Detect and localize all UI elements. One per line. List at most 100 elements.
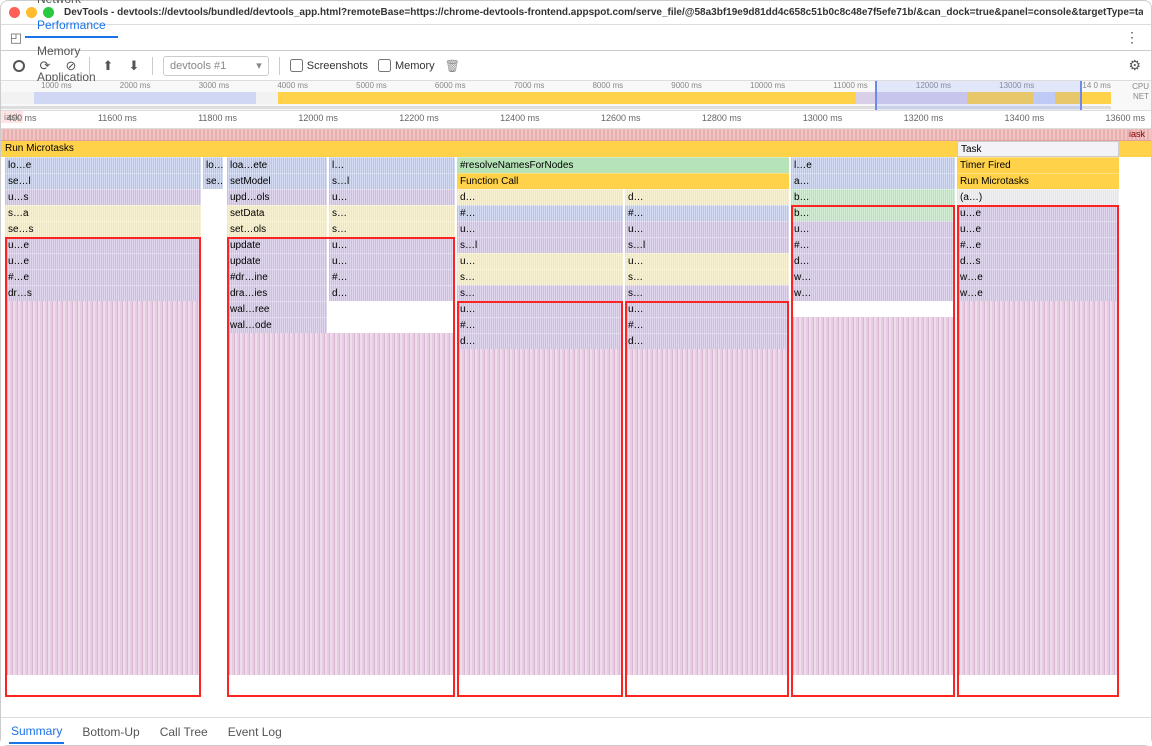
- upload-icon[interactable]: ⬆: [100, 58, 116, 74]
- flame-frame[interactable]: u…e: [957, 205, 1119, 221]
- flame-deep-stack[interactable]: [227, 333, 455, 675]
- flame-frame[interactable]: d…: [457, 333, 623, 349]
- flame-frame[interactable]: #dr…ine: [227, 269, 327, 285]
- flame-frame[interactable]: w…: [791, 285, 955, 301]
- screenshots-checkbox[interactable]: Screenshots: [290, 59, 368, 72]
- tab-performance[interactable]: Performance: [25, 12, 118, 38]
- flame-frame[interactable]: set…ols: [227, 221, 327, 237]
- flame-frame[interactable]: w…e: [957, 269, 1119, 285]
- flame-frame[interactable]: #…e: [5, 269, 201, 285]
- flame-frame[interactable]: wal…ree: [227, 301, 327, 317]
- flame-frame[interactable]: s…: [329, 221, 455, 237]
- resolve-names-bar[interactable]: #resolveNamesForNodes: [457, 157, 789, 173]
- trash-icon[interactable]: 🗑: [445, 59, 460, 73]
- flame-frame[interactable]: setModel: [227, 173, 327, 189]
- flame-frame[interactable]: s…l: [625, 237, 789, 253]
- flame-frame[interactable]: #…: [625, 205, 789, 221]
- flame-frame[interactable]: s…: [457, 285, 623, 301]
- flame-frame[interactable]: s…: [457, 269, 623, 285]
- flame-frame[interactable]: w…e: [957, 285, 1119, 301]
- flame-frame[interactable]: lo…e: [5, 157, 201, 173]
- details-tab-summary[interactable]: Summary: [9, 720, 64, 744]
- flame-frame[interactable]: s…: [329, 205, 455, 221]
- memory-checkbox[interactable]: Memory: [378, 59, 435, 72]
- details-tab-event-log[interactable]: Event Log: [226, 721, 284, 743]
- flame-frame[interactable]: b…: [791, 189, 955, 205]
- flame-frame[interactable]: b…: [791, 205, 955, 221]
- clear-button[interactable]: ⊘: [63, 58, 79, 74]
- flame-frame[interactable]: s…a: [5, 205, 201, 221]
- flame-frame[interactable]: d…: [791, 253, 955, 269]
- flame-frame[interactable]: d…: [625, 189, 789, 205]
- flame-frame[interactable]: u…: [457, 301, 623, 317]
- flame-frame[interactable]: d…s: [957, 253, 1119, 269]
- flame-frame[interactable]: dra…ies: [227, 285, 327, 301]
- flame-frame[interactable]: se…s: [5, 221, 201, 237]
- flame-chart[interactable]: iask Run Microtasks lo…ese…lu…ss…ase…su……: [1, 129, 1151, 697]
- flame-frame[interactable]: #…: [457, 317, 623, 333]
- flame-frame[interactable]: w…: [791, 269, 955, 285]
- flame-frame[interactable]: setData: [227, 205, 327, 221]
- flame-frame[interactable]: u…e: [957, 221, 1119, 237]
- tab-network[interactable]: Network: [25, 0, 118, 12]
- flame-frame[interactable]: #…: [457, 205, 623, 221]
- flame-frame[interactable]: u…: [457, 253, 623, 269]
- timer-fired-bar[interactable]: Timer Fired: [957, 157, 1119, 173]
- download-icon[interactable]: ⬇: [126, 58, 142, 74]
- flame-frame[interactable]: wal…ode: [227, 317, 327, 333]
- flame-frame[interactable]: u…s: [5, 189, 201, 205]
- flame-frame[interactable]: d…: [457, 189, 623, 205]
- settings-gear-icon[interactable]: ⚙: [1128, 57, 1141, 74]
- overview-strip[interactable]: 1000 ms2000 ms3000 ms4000 ms5000 ms6000 …: [1, 81, 1151, 111]
- flame-frame[interactable]: s…l: [329, 173, 455, 189]
- close-dot[interactable]: [9, 7, 20, 18]
- flame-frame[interactable]: (a…): [957, 189, 1119, 205]
- run-microtasks-bar-2[interactable]: Run Microtasks: [957, 173, 1119, 189]
- flame-frame[interactable]: se…l: [203, 173, 223, 189]
- flame-frame[interactable]: u…: [329, 253, 455, 269]
- inspect-icon[interactable]: ◰: [7, 30, 25, 46]
- flame-frame[interactable]: u…: [329, 237, 455, 253]
- flame-frame[interactable]: u…: [625, 301, 789, 317]
- flame-frame[interactable]: u…: [329, 189, 455, 205]
- flame-frame[interactable]: u…e: [5, 253, 201, 269]
- flame-frame[interactable]: d…: [625, 333, 789, 349]
- flame-frame[interactable]: u…e: [5, 237, 201, 253]
- flame-frame[interactable]: l…e: [791, 157, 955, 173]
- flame-deep-stack[interactable]: [625, 349, 789, 675]
- flame-deep-stack[interactable]: [5, 301, 201, 675]
- flame-frame[interactable]: u…: [791, 221, 955, 237]
- flame-frame[interactable]: #…: [329, 269, 455, 285]
- flame-frame[interactable]: dr…s: [5, 285, 201, 301]
- flame-deep-stack[interactable]: [457, 349, 623, 675]
- flame-frame[interactable]: s…: [625, 269, 789, 285]
- details-tab-bottom-up[interactable]: Bottom-Up: [80, 721, 141, 743]
- flame-frame[interactable]: u…: [625, 253, 789, 269]
- flame-frame[interactable]: #…: [625, 317, 789, 333]
- flame-frame[interactable]: l…: [329, 157, 455, 173]
- flame-deep-stack[interactable]: [957, 301, 1119, 675]
- timeline-ruler[interactable]: iask 400 ms11600 ms11800 ms12000 ms12200…: [1, 111, 1151, 129]
- overview-selection[interactable]: [875, 81, 1082, 110]
- flame-frame[interactable]: update: [227, 237, 327, 253]
- flame-frame[interactable]: #…: [791, 237, 955, 253]
- flame-frame[interactable]: s…l: [457, 237, 623, 253]
- flame-frame[interactable]: upd…ols: [227, 189, 327, 205]
- flame-frame[interactable]: u…: [457, 221, 623, 237]
- task-label[interactable]: Task: [957, 141, 1119, 157]
- flame-deep-stack[interactable]: [791, 317, 955, 675]
- reload-button[interactable]: ⟳: [37, 58, 53, 74]
- overflow-menu-icon[interactable]: ⋮: [1119, 29, 1145, 46]
- flame-frame[interactable]: s…: [625, 285, 789, 301]
- profile-dropdown[interactable]: devtools #1▾: [163, 56, 269, 76]
- flame-frame[interactable]: d…: [329, 285, 455, 301]
- flame-frame[interactable]: loa…ete: [227, 157, 327, 173]
- flame-frame[interactable]: u…: [625, 221, 789, 237]
- details-tab-call-tree[interactable]: Call Tree: [158, 721, 210, 743]
- flame-frame[interactable]: lo…e: [203, 157, 223, 173]
- flame-frame[interactable]: #…e: [957, 237, 1119, 253]
- flame-frame[interactable]: se…l: [5, 173, 201, 189]
- flame-frame[interactable]: a…: [791, 173, 955, 189]
- function-call-bar[interactable]: Function Call: [457, 173, 789, 189]
- flame-frame[interactable]: update: [227, 253, 327, 269]
